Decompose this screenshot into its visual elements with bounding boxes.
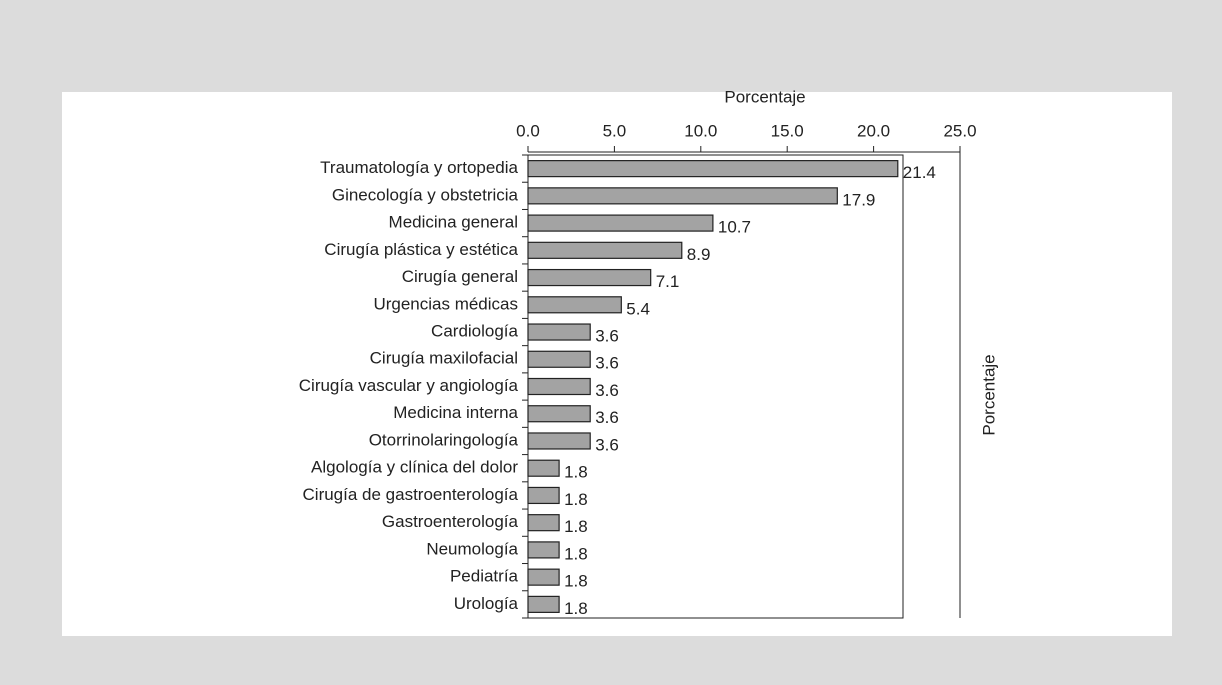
value-label: 7.1 bbox=[656, 272, 680, 291]
y-tick-label: Neumología bbox=[426, 539, 518, 558]
bar bbox=[527, 486, 560, 505]
secondary-axis-title: Porcentaje bbox=[979, 354, 998, 435]
bar bbox=[527, 432, 591, 450]
y-tick-label: Algología y clínica del dolor bbox=[311, 458, 518, 477]
x-axis-title: Porcentaje bbox=[724, 87, 805, 106]
y-tick-label: Cirugía general bbox=[402, 267, 518, 286]
bar bbox=[527, 241, 683, 259]
y-tick-label: Cirugía de gastroenterología bbox=[303, 485, 519, 504]
bar bbox=[527, 568, 560, 586]
value-label: 1.8 bbox=[564, 599, 588, 618]
y-tick-label: Urología bbox=[454, 594, 519, 613]
value-label: 1.8 bbox=[564, 490, 588, 509]
value-label: 17.9 bbox=[842, 190, 875, 209]
y-tick-label: Traumatología y ortopedia bbox=[320, 158, 518, 177]
x-tick-label: 0.0 bbox=[516, 121, 540, 140]
value-label: 5.4 bbox=[626, 299, 650, 318]
bar bbox=[527, 595, 560, 613]
x-tick-label: 25.0 bbox=[943, 121, 976, 140]
x-tick-label: 15.0 bbox=[771, 121, 804, 140]
bar bbox=[527, 296, 622, 314]
value-label: 1.8 bbox=[564, 544, 588, 563]
value-label: 1.8 bbox=[564, 517, 588, 536]
value-label: 3.6 bbox=[595, 354, 619, 373]
value-label: 3.6 bbox=[595, 381, 619, 400]
x-tick-label: 5.0 bbox=[603, 121, 627, 140]
panel bbox=[62, 92, 1172, 636]
value-label: 1.8 bbox=[564, 572, 588, 591]
x-tick-label: 20.0 bbox=[857, 121, 890, 140]
y-tick-label: Medicina general bbox=[389, 213, 518, 232]
value-label: 3.6 bbox=[595, 435, 619, 454]
y-tick-label: Urgencias médicas bbox=[373, 294, 518, 313]
value-label: 1.8 bbox=[564, 463, 588, 482]
x-tick-label: 10.0 bbox=[684, 121, 717, 140]
y-tick-label: Ginecología y obstetricia bbox=[332, 185, 519, 204]
value-label: 3.6 bbox=[595, 327, 619, 346]
y-tick-label: Cirugía vascular y angiología bbox=[299, 376, 519, 395]
y-tick-label: Cardiología bbox=[431, 322, 518, 341]
y-tick-label: Medicina interna bbox=[393, 403, 518, 422]
bar bbox=[527, 160, 899, 178]
y-tick-label: Otorrinolaringología bbox=[369, 430, 519, 449]
value-label: 21.4 bbox=[903, 163, 936, 182]
value-label: 3.6 bbox=[595, 408, 619, 427]
bar bbox=[527, 350, 591, 368]
y-tick-label: Gastroenterología bbox=[382, 512, 519, 531]
y-tick-label: Cirugía plástica y estética bbox=[324, 240, 518, 259]
y-tick-label: Cirugía maxilofacial bbox=[370, 349, 518, 368]
bar bbox=[527, 459, 560, 477]
bar bbox=[527, 214, 714, 232]
bar bbox=[527, 187, 838, 205]
bar bbox=[527, 541, 560, 559]
bar bbox=[527, 514, 560, 532]
value-label: 8.9 bbox=[687, 245, 711, 264]
y-tick-label: Pediatría bbox=[450, 567, 519, 586]
bar bbox=[527, 377, 591, 396]
value-label: 10.7 bbox=[718, 218, 751, 237]
bar bbox=[527, 405, 591, 423]
bar bbox=[527, 323, 591, 341]
bar bbox=[527, 268, 652, 287]
